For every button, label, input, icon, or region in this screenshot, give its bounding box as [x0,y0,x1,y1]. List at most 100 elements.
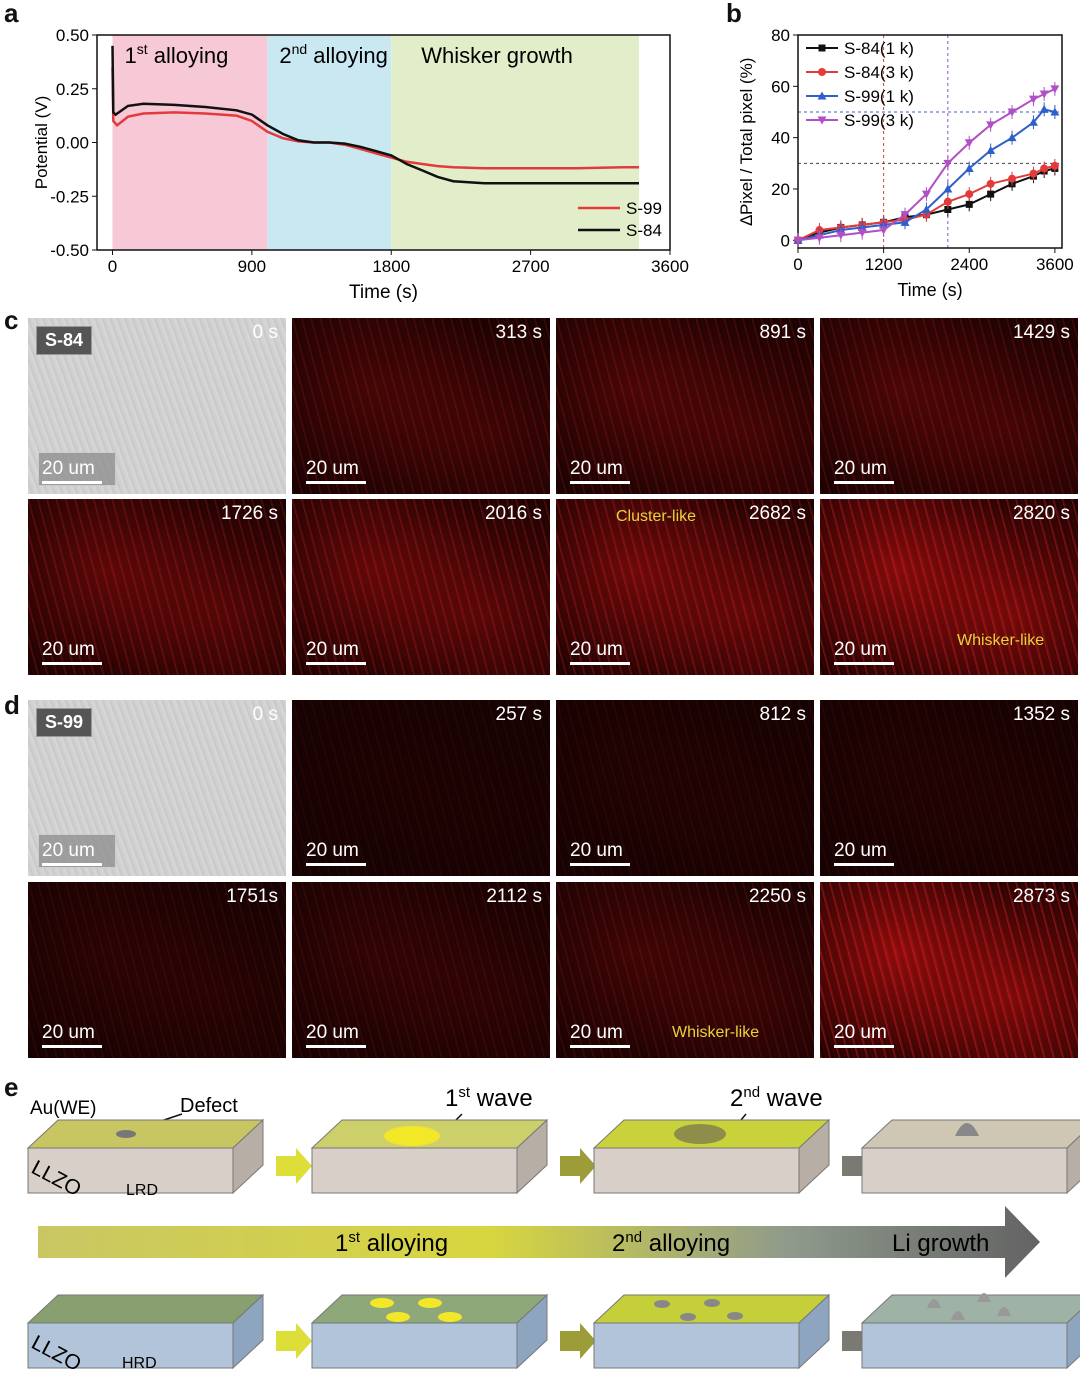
region-label-3: Whisker growth [421,43,573,68]
hrd-alloy-spot-icon [386,1312,410,1322]
scale-bar-label: 20 um [570,840,623,861]
marker-point [818,44,826,52]
marker-point [965,190,974,199]
annotation-whisker-like-c: Whisker-like [957,632,1045,649]
time-stamp: 2820 s [1012,503,1070,524]
y-tick-label-b: 0 [781,231,790,250]
arrow-stage3: Li growth [892,1230,989,1257]
series-line-s-84 [111,45,639,185]
marker-point [814,234,824,243]
time-stamp: 2112 s [486,886,542,907]
scale-bar [834,662,894,665]
marker-point [1028,117,1038,126]
hrd-alloy-spot-icon [418,1298,442,1308]
y-tick-label-a: -0.25 [50,187,89,206]
au-we-label: Au(WE) [30,1098,97,1119]
scale-bar [42,1045,102,1048]
marker-point [1007,133,1017,142]
micrograph-tile: 313 s 20 um [292,318,550,494]
marker-point [965,200,973,208]
scale-bar-box [38,834,116,868]
hrd-label: HRD [122,1355,157,1372]
marker-point [1007,108,1017,117]
time-stamp: 1429 s [1012,322,1070,343]
marker-point [817,116,827,125]
marker-point [921,205,931,214]
scale-bar [306,863,366,866]
hrd-box-top [860,1294,1080,1324]
scale-bar-label: 20 um [306,639,359,660]
marker-point [1029,169,1038,178]
hrd-li-growth-icon [927,1299,941,1308]
sample-badge: S-99 [36,708,93,737]
chart-a-potential: 1st alloying 2nd alloying Whisker growth 0 9… [32,26,689,303]
region-1 [112,35,268,250]
marker-point [818,68,826,76]
scale-bar [570,1045,630,1048]
panel-letter-a: a [4,0,19,28]
x-tick-label-b: 3600 [1036,255,1074,274]
scale-bar-label: 20 um [834,458,887,479]
marker-point [1050,85,1060,94]
legend-label-s-99-1-k: S-99(1 k) [844,87,914,106]
micrograph-tile: 2112 s 20 um [292,882,550,1058]
scale-bar-label: 20 um [42,1022,95,1043]
hrd-box-side [1066,1310,1080,1370]
micrograph-tile: 2250 s 20 um [556,882,814,1058]
scale-bar-label: 20 um [570,639,623,660]
hrd-alloy-spot-icon [370,1298,394,1308]
time-stamp: 2873 s [1012,886,1070,907]
y-tick-label-b: 20 [771,180,790,199]
time-stamp: 2682 s [748,503,806,524]
hrd-box-top [26,1294,265,1324]
scale-bar-label: 20 um [834,639,887,660]
micrograph-tile: 2016 s 20 um [292,499,550,675]
micrograph-tile: 0 s S-84 20 um [28,318,286,494]
y-tick-label-b: 60 [771,77,790,96]
scale-bar-label: 20 um [306,458,359,479]
time-stamp: 313 s [495,322,542,343]
time-stamp: 257 s [495,704,542,725]
micrograph-tile: 2682 s 20 um [556,499,814,675]
region-label-1: 1st alloying [124,41,228,68]
scale-bar [42,662,102,665]
hrd-box-side [516,1293,548,1370]
scale-bar [306,662,366,665]
lrd-label: LRD [126,1182,158,1199]
marker-point [857,229,867,238]
hrd-li-growth-icon [997,1307,1011,1316]
y-axis-label-a: Potential (V) [32,96,51,190]
hrd-box-front [311,1322,518,1369]
micrograph-tile: 2820 s 20 um [820,499,1078,675]
marker-point [817,91,827,100]
marker-point [986,121,996,130]
marker-point [921,190,931,199]
hrd-wave-spot-icon [680,1313,696,1321]
x-tick-label-b: 0 [793,255,802,274]
region-3 [391,35,640,250]
stage-arrow [276,1323,312,1359]
x-axis-label-b: Time (s) [897,280,962,300]
marker-point [943,197,952,206]
stage-arrow [560,1148,596,1184]
marker-point [987,190,995,198]
li-growth-icon [955,1123,979,1136]
marker-point [793,236,803,245]
marker-point [900,217,910,226]
x-tick-label-b: 1200 [865,255,903,274]
micrograph-tile: 891 s 20 um [556,318,814,494]
legend-label-s-84-3-k: S-84(3 k) [844,63,914,82]
wave1-blob-icon [384,1126,440,1146]
x-tick-label-a: 900 [238,257,266,276]
marker-point [986,179,995,188]
marker-point [1050,107,1060,116]
scale-bar [42,863,102,866]
scale-bar [570,662,630,665]
marker-point [964,139,974,148]
time-stamp: 891 s [759,322,806,343]
time-stamp: 2016 s [484,503,542,524]
x-tick-label-a: 1800 [372,257,410,276]
sample-badge: S-84 [36,326,93,355]
arrow-stage1: 1st alloying [335,1229,448,1257]
y-tick-label-a: 0.50 [56,26,89,45]
